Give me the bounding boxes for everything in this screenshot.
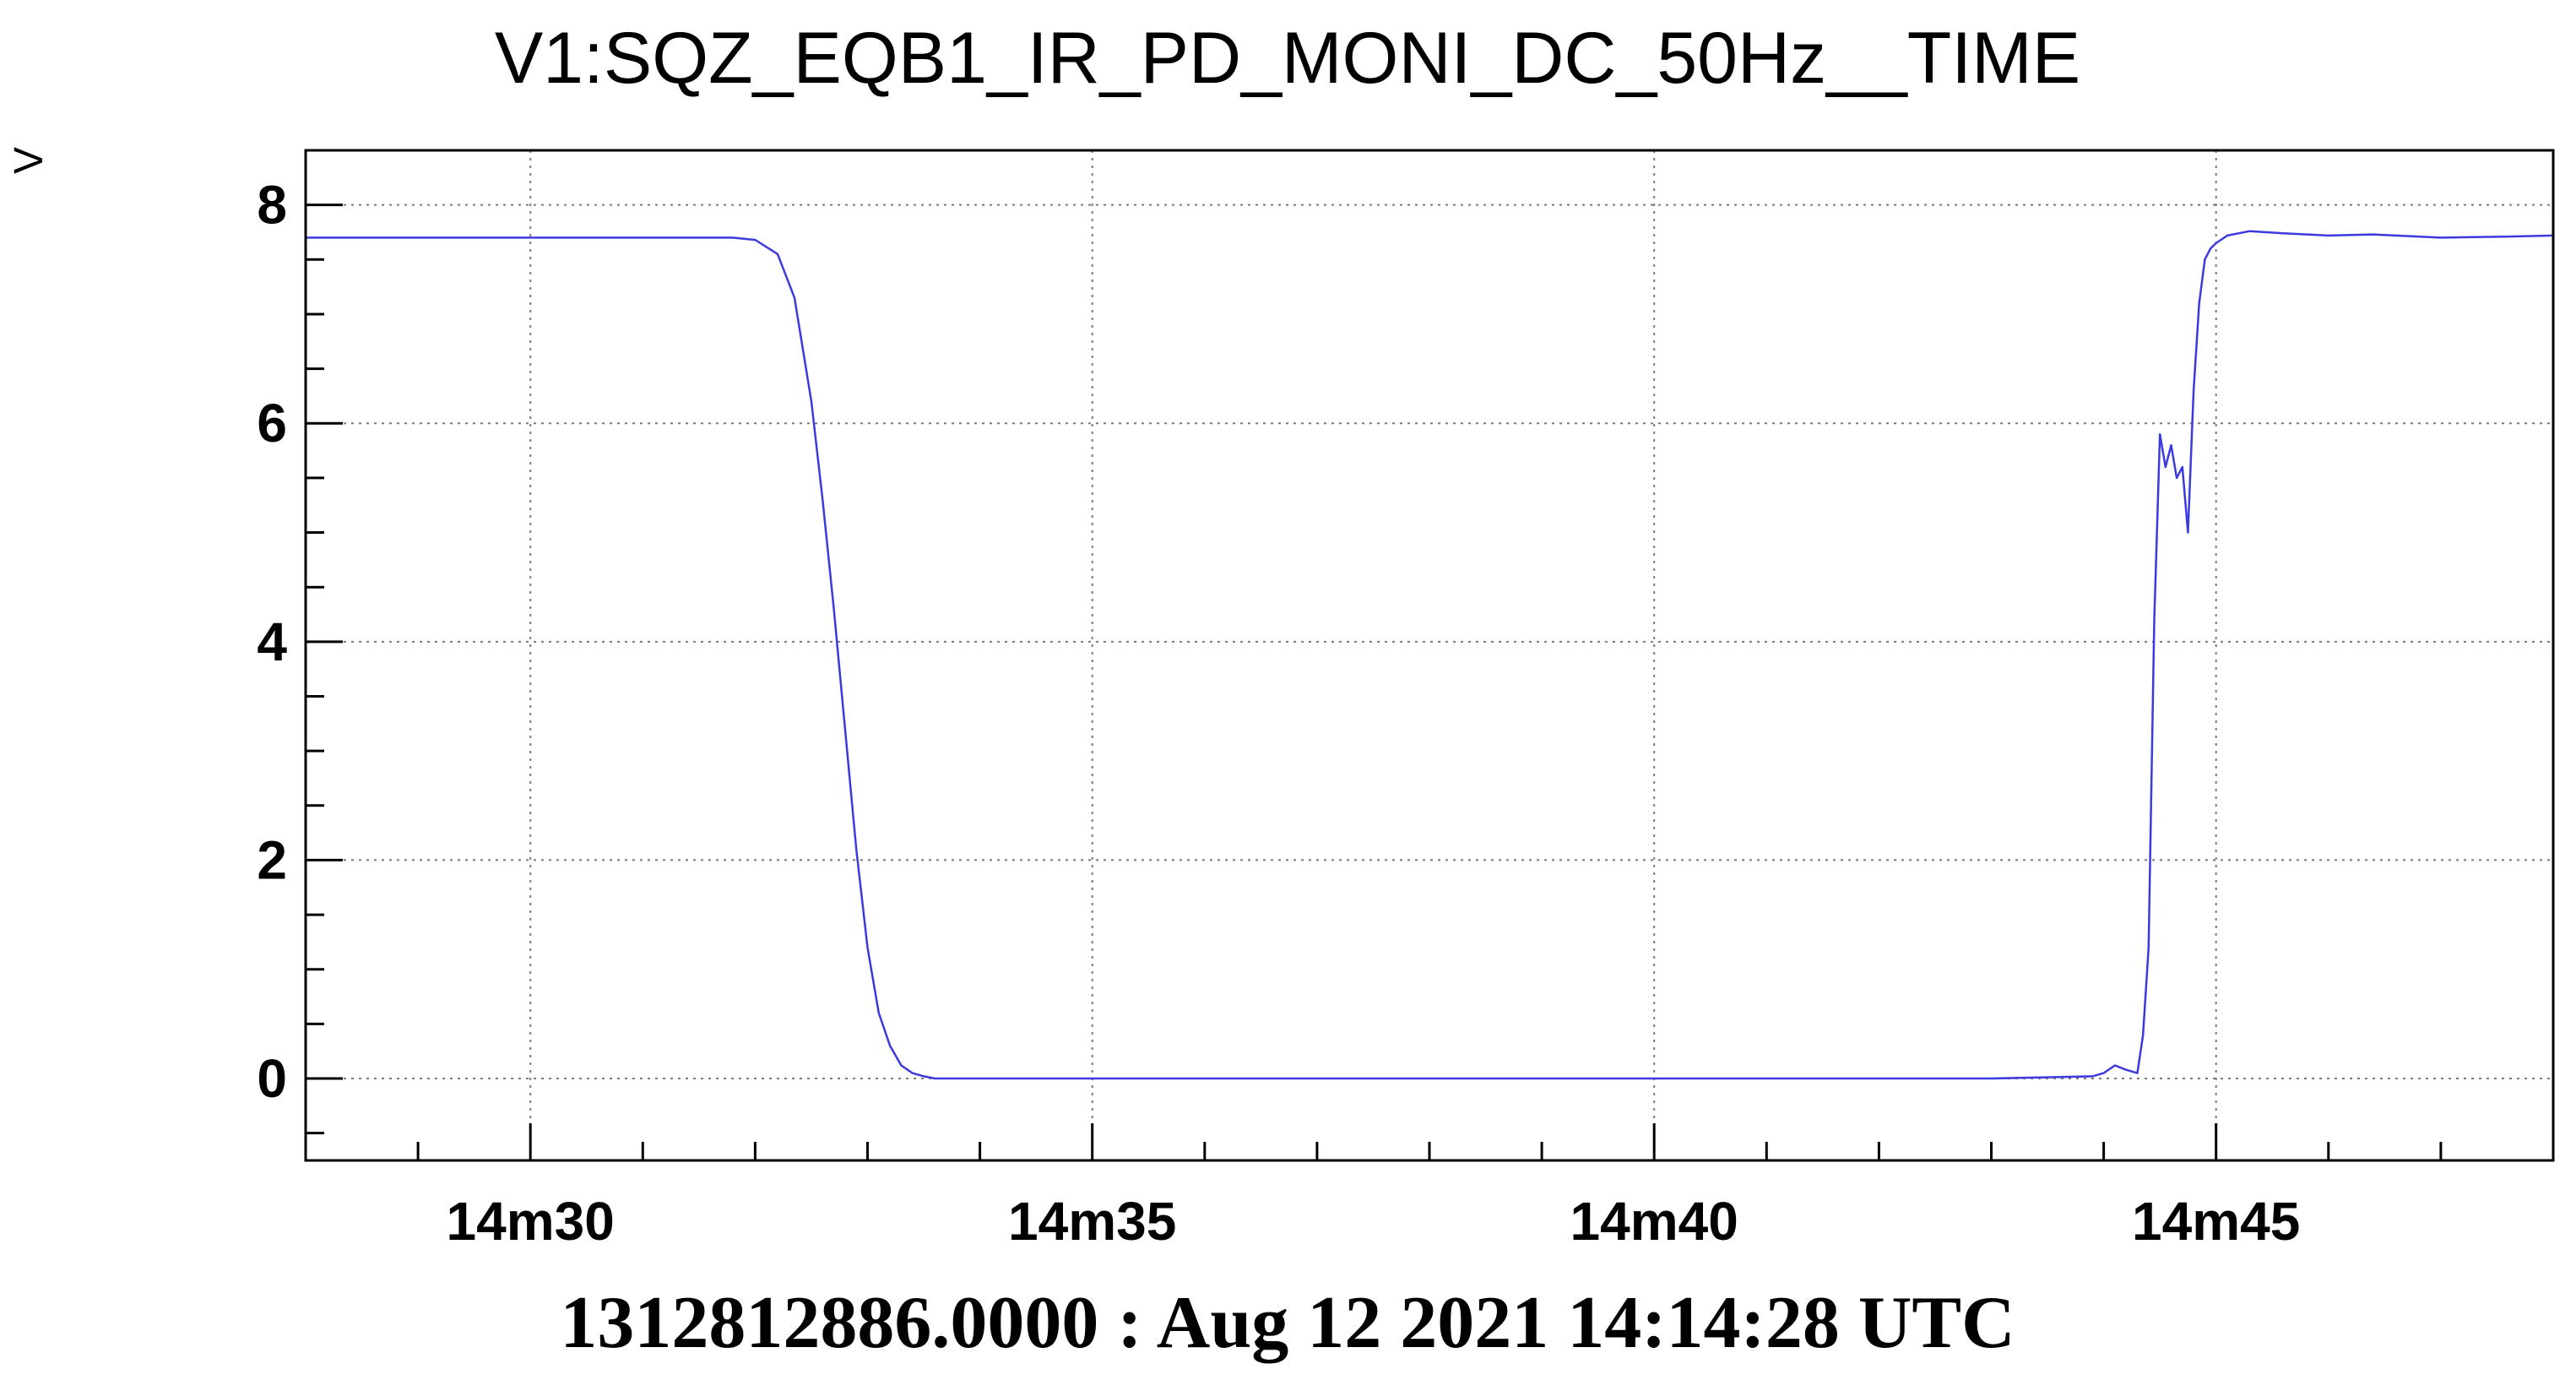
axis-ticks <box>304 149 2555 1160</box>
tick-labels: 14m30 14m35 14m40 14m45 0 2 4 6 8 <box>257 175 2300 1252</box>
y-tick-label: 8 <box>257 175 287 236</box>
plot-frame <box>304 149 2555 1162</box>
chart-title: V1:SQZ_EQB1_IR_PD_MONI_DC_50Hz__TIME <box>495 18 2080 99</box>
y-tick-label: 4 <box>257 611 287 672</box>
x-tick-label: 14m30 <box>447 1191 615 1252</box>
timestamp-footer: 1312812886.0000 : Aug 12 2021 14:14:28 U… <box>560 1282 2015 1364</box>
grid-lines <box>306 150 2553 1160</box>
x-tick-label: 14m40 <box>1570 1191 1738 1252</box>
y-tick-label: 0 <box>257 1048 287 1109</box>
y-axis-label: V <box>7 147 52 174</box>
series-line <box>306 230 2554 1080</box>
x-tick-label: 14m45 <box>2132 1191 2300 1252</box>
y-tick-label: 6 <box>257 393 287 454</box>
x-tick-label: 14m35 <box>1008 1191 1176 1252</box>
y-tick-label: 2 <box>257 829 287 890</box>
